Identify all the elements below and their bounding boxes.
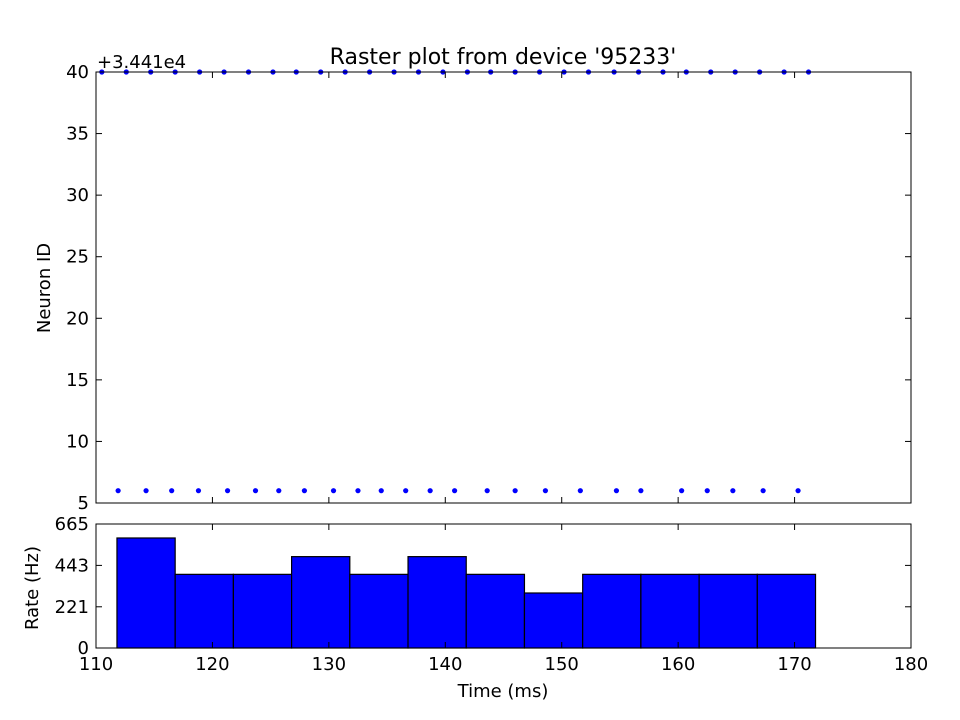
- x-tick-label: 140: [428, 654, 462, 675]
- spike-point: [143, 488, 149, 494]
- rate-y-tick-label: 443: [55, 555, 89, 576]
- rate-axis-ticks: 0 221 443 665 110 120 130 140 150 160 170 180: [55, 72, 928, 675]
- raster-y-ticks: 5 10 15 20 25 30 35 40: [66, 62, 911, 514]
- rate-bar: [407, 556, 467, 649]
- x-tick-label: 180: [894, 654, 928, 675]
- spike-point: [403, 488, 409, 494]
- rate-bar: [698, 573, 758, 649]
- rate-bar: [291, 556, 351, 649]
- spike-point: [169, 488, 175, 494]
- raster-y-tick-label: 25: [66, 247, 89, 268]
- y-offset-label: +3.441e4: [97, 52, 186, 73]
- rate-y-tick-label: 0: [78, 638, 89, 659]
- x-tick-label: 160: [661, 654, 695, 675]
- spike-point: [276, 488, 282, 494]
- spike-point: [427, 488, 433, 494]
- raster-y-tick-label: 20: [66, 308, 89, 329]
- rate-bar: [640, 573, 700, 649]
- rate-y-axis-label: Rate (Hz): [22, 546, 43, 630]
- raster-y-tick-label: 10: [66, 431, 89, 452]
- rate-histogram-bars: [116, 537, 817, 649]
- x-tick-label: 120: [195, 654, 229, 675]
- spike-point: [512, 488, 518, 494]
- chart-title: Raster plot from device '95233': [330, 45, 677, 70]
- raster-y-axis-label: Neuron ID: [34, 243, 55, 333]
- rate-y-tick-label: 221: [55, 597, 89, 618]
- x-tick-label: 110: [79, 654, 113, 675]
- raster-y-tick-label: 30: [66, 185, 89, 206]
- rate-bar: [756, 573, 817, 649]
- rate-bar: [174, 573, 234, 649]
- raster-y-tick-label: 35: [66, 124, 89, 145]
- spike-point: [224, 488, 231, 494]
- spike-point: [679, 488, 685, 494]
- spike-point: [452, 488, 458, 494]
- spike-point: [355, 488, 361, 494]
- spike-point: [330, 488, 337, 494]
- rate-y-tick-label: 665: [55, 514, 89, 535]
- rate-bar: [523, 592, 584, 649]
- spike-point: [704, 488, 710, 494]
- x-tick-label: 150: [545, 654, 579, 675]
- spike-point: [195, 488, 202, 494]
- spike-point: [795, 488, 801, 494]
- spike-point: [542, 488, 549, 494]
- raster-frame: [95, 71, 912, 504]
- raster-y-tick-label: 15: [66, 370, 89, 391]
- spike-point: [484, 488, 490, 494]
- spike-point: [613, 488, 620, 494]
- raster-spikes: [99, 69, 812, 494]
- x-tick-label: 170: [777, 654, 811, 675]
- spike-point: [730, 488, 736, 494]
- spike-point: [638, 488, 644, 494]
- raster-y-tick-label: 5: [78, 493, 89, 514]
- spike-point: [760, 488, 766, 494]
- x-tick-label: 130: [312, 654, 346, 675]
- rate-bar: [465, 573, 526, 649]
- rate-bar: [349, 573, 409, 649]
- rate-bar: [232, 573, 293, 649]
- x-axis-label: Time (ms): [457, 681, 549, 702]
- spike-point: [252, 488, 259, 494]
- spike-point: [378, 488, 384, 494]
- rate-frame: [95, 523, 912, 649]
- rate-bar: [116, 537, 176, 649]
- rate-bar: [582, 573, 642, 649]
- spike-point: [115, 488, 121, 494]
- raster-y-tick-label: 40: [66, 62, 89, 83]
- spike-point: [301, 488, 308, 494]
- spike-point: [577, 488, 583, 494]
